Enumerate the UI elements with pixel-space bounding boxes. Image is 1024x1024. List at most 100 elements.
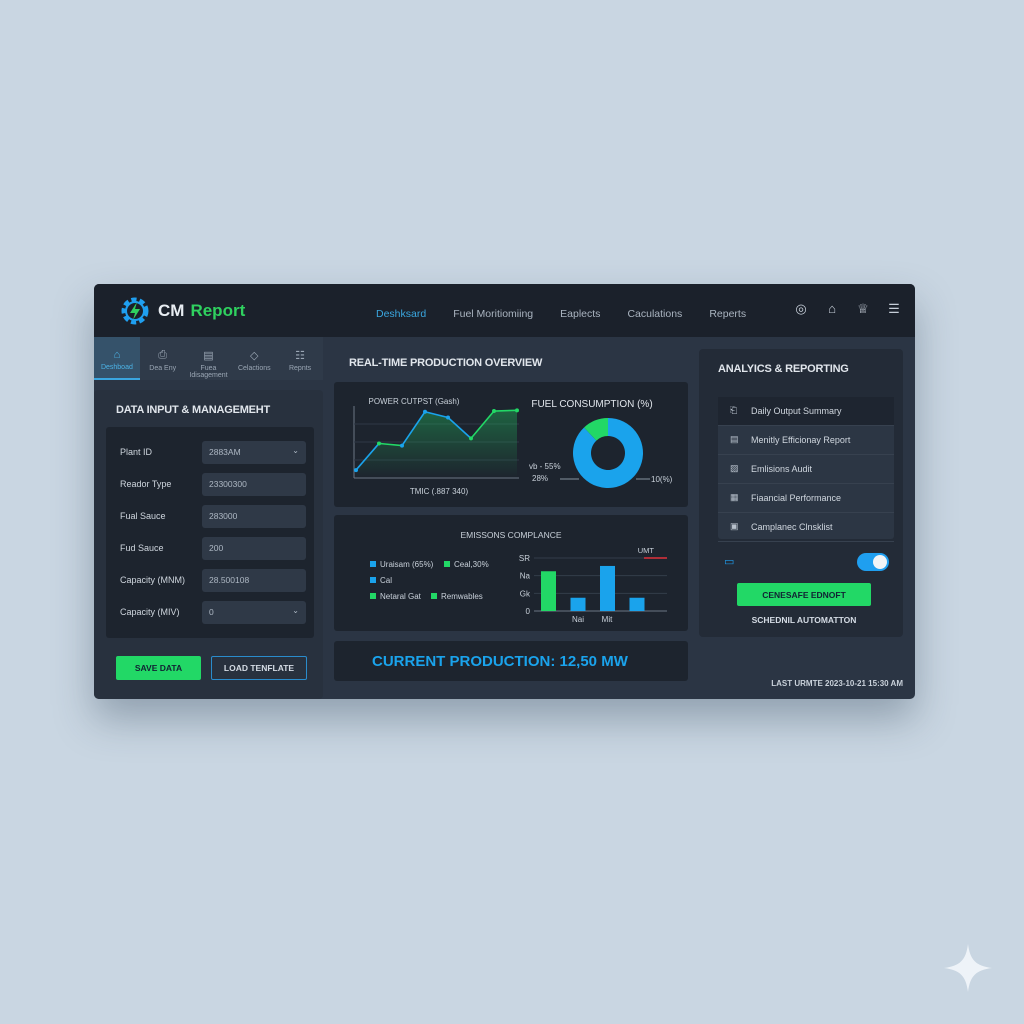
analytics-panel: ANALYICS & REPORTING ⎗ Daily Output Summa… — [699, 349, 903, 637]
data-input-panel: DATA INPUT & MANAGEMEHT Plant ID 2883AM ⌄ R… — [94, 390, 323, 699]
inbox-icon[interactable]: ♕ — [857, 301, 869, 316]
home-icon: ⌂ — [113, 349, 121, 361]
line-point — [446, 415, 450, 420]
document-icon: ▤ — [203, 350, 214, 362]
x-tick-label: Nai — [572, 615, 584, 624]
tag-icon: ◇ — [250, 350, 259, 362]
subnav-calculations[interactable]: ◇ Celactions — [231, 337, 277, 380]
schedule-automation-link[interactable]: SCHEDNIL AUTOMATTON — [751, 615, 857, 625]
field-label: Capacity (MIV) — [120, 607, 180, 617]
legend-swatch — [370, 561, 376, 567]
report-item[interactable]: ▣ Camplanec Clnsklist — [718, 513, 894, 542]
subnav-label: Fuea Idisagement — [189, 365, 228, 379]
legend-label: Uraisam (65%) — [380, 560, 434, 569]
list-icon: ☷ — [295, 350, 306, 362]
select-field[interactable]: 2883AM ⌄ — [202, 441, 306, 464]
menu-icon[interactable]: ☰ — [888, 301, 900, 316]
legend-label: Remwables — [441, 592, 483, 601]
subnav-data-entry[interactable]: ⎙ Dea Eny — [140, 337, 186, 380]
line-point — [515, 408, 519, 413]
report-item[interactable]: ▦ Fiaancial Performance — [718, 484, 894, 513]
form-row: Fual Sauce 283000 — [106, 505, 314, 529]
legend-label: Ceal,30% — [454, 560, 489, 569]
form-row: Fud Sauce 200 — [106, 537, 314, 561]
form-row: Plant ID 2883AM ⌄ — [106, 441, 314, 465]
input-field[interactable]: 28.500108 — [202, 569, 306, 592]
legend-swatch — [444, 561, 450, 567]
subnav-label: Dea Eny — [149, 365, 177, 372]
report-label: Daily Output Summary — [751, 406, 842, 416]
bar-chart-title: EMISSONS COMPLANCE — [460, 530, 561, 540]
x-tick-label: Mit — [602, 615, 613, 624]
load-template-button[interactable]: LOAD TENFLATE — [211, 656, 307, 680]
report-item[interactable]: ⎗ Daily Output Summary — [718, 397, 894, 426]
pie-slice — [573, 418, 643, 488]
legend-label: Cal — [380, 576, 392, 585]
pie-chart-title: FUEL CONSUMPTION (%) — [531, 399, 652, 410]
report-item[interactable]: ▤ Menitly Efficionay Report — [718, 426, 894, 455]
header: CM Report Deshksard Fuel Moritiomiing Eap… — [94, 284, 915, 337]
line-area — [356, 410, 517, 478]
logo[interactable]: CM Report — [118, 294, 245, 328]
clipboard-icon: ⎗ — [730, 405, 738, 415]
line-point — [377, 441, 381, 446]
subnav-fuel-management[interactable]: ▤ Fuea Idisagement — [186, 337, 232, 380]
subnav-label: Deshboad — [100, 364, 133, 371]
report-label: Menitly Efficionay Report — [751, 435, 851, 445]
line-segment — [401, 411, 426, 447]
nav-fuel-monitoring[interactable]: Fuel Moritiomiing — [453, 308, 534, 320]
subnav-reports[interactable]: ☷ Repnts — [277, 337, 323, 380]
automation-toggle[interactable] — [857, 553, 889, 571]
line-point — [354, 468, 358, 473]
report-item[interactable]: ▨ Emlisions Audit — [718, 455, 894, 484]
line-point — [423, 409, 427, 414]
report-label: Camplanec Clnsklist — [751, 522, 833, 532]
report-list: ⎗ Daily Output Summary ▤ Menitly Efficionay… — [718, 397, 894, 542]
field-label: Plant ID — [120, 447, 153, 457]
pie-slice — [584, 418, 608, 441]
line-point — [469, 436, 473, 441]
panel-title: DATA INPUT & MANAGEMEHT — [116, 404, 271, 416]
y-tick-label: Gk — [520, 589, 531, 598]
field-label: Capacity (MNM) — [120, 575, 186, 585]
subnav-dashboard[interactable]: ⌂ Deshboad — [94, 337, 140, 380]
legend-label: Netaral Gat — [380, 592, 422, 601]
field-label: Fual Sauce — [120, 511, 166, 521]
save-data-button[interactable]: SAVE DATA — [116, 656, 201, 680]
select-field[interactable]: 0 ⌄ — [202, 601, 306, 624]
top-nav: Deshksard Fuel Moritiomiing Eaplects Cac… — [376, 308, 746, 320]
bar — [629, 597, 645, 611]
field-value: 23300300 — [209, 479, 247, 489]
generate-report-button[interactable]: CENESAFE EDNOFT — [737, 583, 871, 606]
gear-bolt-icon — [121, 297, 149, 325]
production-charts-card: POWER CUTPST (Gash) TMIC (.887 340) FUEL… — [334, 382, 688, 507]
overview-title: REAL-TIME PRODUCTION OVERVIEW — [349, 357, 543, 369]
last-update: LAST URMTE 2023-10-21 15:30 AM — [771, 679, 903, 688]
current-production: CURRENT PRODUCTION: 12,50 MW — [372, 653, 628, 670]
sparkle-icon — [944, 944, 992, 992]
report-label: Fiaancial Performance — [751, 493, 842, 503]
field-value: 28.500108 — [209, 575, 250, 585]
chevron-down-icon: ⌄ — [292, 446, 299, 455]
input-field[interactable]: 23300300 — [202, 473, 306, 496]
nav-reports[interactable]: Reperts — [709, 308, 747, 320]
app-window: CM Report Deshksard Fuel Moritiomiing Eap… — [94, 284, 915, 699]
line-segment — [355, 442, 380, 471]
target-icon[interactable]: ◎ — [795, 301, 807, 316]
nav-emissions[interactable]: Eaplects — [560, 308, 601, 320]
y-tick-label: 0 — [526, 607, 531, 616]
home-icon[interactable]: ⌂ — [828, 301, 836, 316]
chevron-down-icon: ⌄ — [292, 606, 299, 615]
field-value: 0 — [209, 607, 214, 617]
nav-dashboard[interactable]: Deshksard — [376, 308, 427, 320]
pie-label: vb - 55% — [529, 462, 561, 471]
input-field[interactable]: 283000 — [202, 505, 306, 528]
field-label: Reador Type — [120, 479, 172, 489]
brand-name: CM — [158, 301, 185, 320]
clipboard-icon: ⎙ — [158, 349, 168, 361]
y-tick-label: Na — [520, 572, 531, 581]
line-point — [400, 443, 404, 448]
line-point — [492, 409, 496, 414]
nav-calculations[interactable]: Caculations — [627, 308, 683, 320]
input-field[interactable]: 200 — [202, 537, 306, 560]
